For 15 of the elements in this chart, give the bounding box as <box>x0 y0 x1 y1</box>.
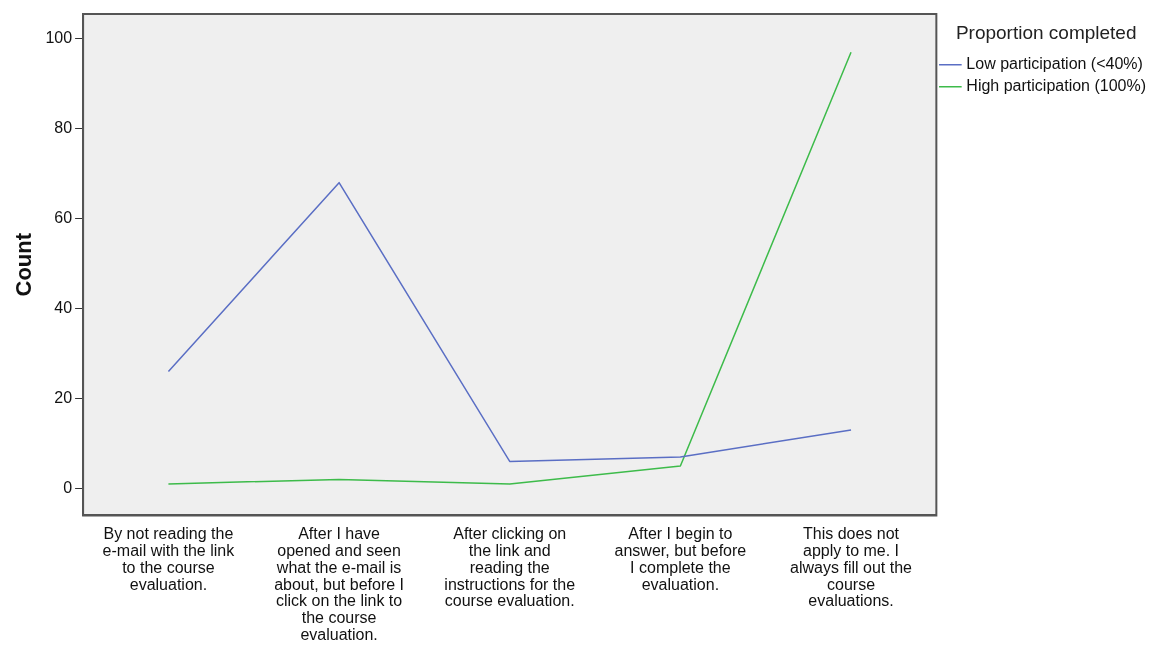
x-tick-label: After I have opened and seen what the e-mail is about, but before I click on the link to the course evaluation. <box>274 525 405 644</box>
y-axis-title: Count <box>11 232 37 297</box>
x-tick-label: After I begin to answer, but before I complete the evaluation. <box>614 525 747 593</box>
y-tick-label: 60 <box>54 209 73 227</box>
x-tick-label: After clicking on the link and reading the instructions for the course evaluation. <box>444 525 576 610</box>
y-tick-label: 100 <box>45 29 73 47</box>
legend-label: High participation (100%) <box>966 77 1147 95</box>
y-tick-label: 80 <box>54 119 73 137</box>
y-tick-label: 20 <box>54 388 73 406</box>
legend-title: Proportion completed <box>955 21 1137 43</box>
y-tick-label: 0 <box>63 478 73 496</box>
x-tick-label: By not reading the e-mail with the link to the course evaluation. <box>102 525 236 593</box>
x-tick-label: This does not apply to me. I always fill out the course evaluations. <box>790 525 913 610</box>
y-tick-label: 40 <box>54 298 73 316</box>
legend-label: Low participation (<40%) <box>966 55 1143 73</box>
